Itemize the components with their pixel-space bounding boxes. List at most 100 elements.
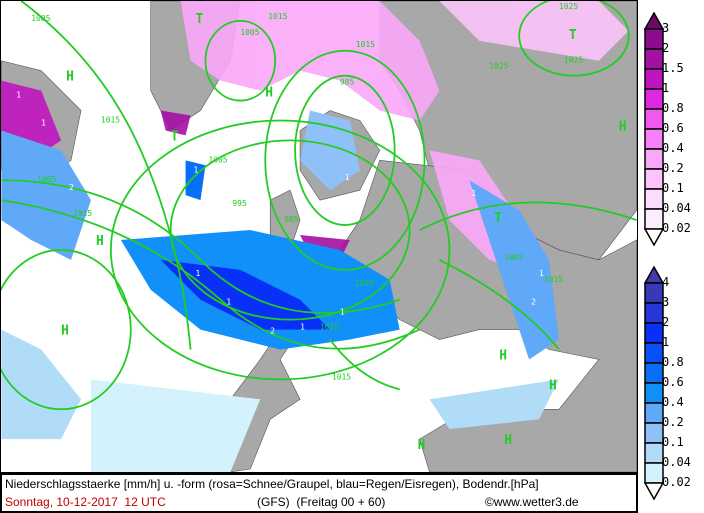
precip-label: 1 (16, 91, 21, 100)
low-pressure-label: T (494, 211, 502, 226)
high-pressure-label: H (61, 324, 69, 339)
isobar-label: 1015 (73, 209, 92, 218)
high-pressure-label: H (66, 70, 74, 85)
snow-color-legend (644, 12, 664, 246)
legend-label: 0.4 (662, 141, 684, 155)
precip-label: 1 (196, 269, 201, 278)
isobar-label: 985 (340, 78, 355, 87)
legend-swatch (644, 128, 664, 150)
isobar-label: 1015 (268, 12, 287, 21)
high-pressure-label: H (504, 433, 512, 448)
caption-title: Niederschlagsstaerke [mm/h] u. -form (ro… (5, 477, 539, 491)
legend-label: 0.8 (662, 101, 684, 115)
high-pressure-label: H (265, 86, 273, 101)
low-pressure-label: T (171, 129, 179, 144)
isobar-label: 1035 (355, 279, 374, 288)
legend-label: 2 (662, 41, 670, 55)
isobar-labels: 1005 1005 1015 1025 1025 1015 1005 995 9… (31, 2, 583, 381)
precip-label: 1 (226, 298, 231, 307)
legend-swatch (644, 462, 664, 484)
legend-swatch (644, 228, 664, 246)
isobars (1, 1, 637, 411)
legend-label: 0.1 (662, 181, 684, 195)
isobar-label: 1015 (356, 40, 375, 49)
low-pressure-label: T (569, 28, 577, 43)
rain-color-legend (644, 266, 664, 500)
isobar-label: 1005 (208, 155, 227, 164)
legend-swatch (644, 266, 664, 284)
legend-label: 0.6 (662, 375, 684, 389)
isobar-label: 1025 (559, 2, 578, 11)
legend-swatch (644, 382, 664, 404)
caption-box: Niederschlagsstaerke [mm/h] u. -form (ro… (0, 473, 638, 513)
legend-swatch (644, 322, 664, 344)
caption-date: Sonntag, 10-12-2017 12 UTC (5, 495, 166, 509)
legend-swatch (644, 48, 664, 70)
legend-label: 0.6 (662, 121, 684, 135)
legend-swatch (644, 422, 664, 444)
isobar-label: 1015 (332, 372, 351, 381)
low-pressure-label: T (196, 12, 204, 27)
pressure-centers: H H H H H H H T T T T H H (61, 12, 626, 453)
legend-swatch (644, 482, 664, 500)
legend-swatch (644, 12, 664, 30)
legend-swatch (644, 342, 664, 364)
isobar-label: 995 (232, 199, 247, 208)
legend-label: 0.04 (662, 455, 691, 469)
precip-label: 1 (340, 308, 345, 317)
legend-swatch (644, 88, 664, 110)
legend-swatch (644, 168, 664, 190)
precip-label: 1 (471, 189, 476, 198)
legend-label: 2 (662, 315, 670, 329)
legend-label: 0.4 (662, 395, 684, 409)
isobar-label: 1005 (240, 28, 259, 37)
legend-label: 3 (662, 21, 670, 35)
precip-label: 1 (539, 269, 544, 278)
precip-label: 1 (194, 165, 199, 174)
legend-label: 0.2 (662, 161, 684, 175)
high-pressure-label: H (418, 438, 426, 453)
precip-values: 1 1 2 1 1 1 2 1 1 1 1 2 1 1 (16, 91, 544, 342)
isobar-label: 1005 (31, 14, 50, 23)
legend-swatch (644, 68, 664, 90)
high-pressure-label: H (96, 234, 104, 249)
caption-copyright: ©www.wetter3.de (485, 495, 579, 509)
legend-swatch (644, 282, 664, 304)
legend-label: 0.2 (662, 415, 684, 429)
legend-label: 1 (662, 335, 670, 349)
isobar-label: 1015 (544, 275, 563, 284)
precip-label: 2 (531, 298, 536, 307)
precip-label: 1 (385, 333, 390, 342)
isobar-label: 1025 (320, 323, 339, 332)
legend-label: 0.02 (662, 475, 691, 489)
legend-swatch (644, 442, 664, 464)
caption-model: (GFS) (Freitag 00 + 60) (257, 495, 386, 509)
isobar-label: 1005 (37, 175, 56, 184)
legend-swatch (644, 302, 664, 324)
precip-label: 2 (69, 183, 74, 192)
isobar-label: 1025 (489, 62, 508, 71)
legend-swatch (644, 148, 664, 170)
legend-swatch (644, 108, 664, 130)
legend-swatch (644, 28, 664, 50)
legend-label: 0.04 (662, 201, 691, 215)
precip-label: 1 (41, 118, 46, 127)
legend-label: 0.02 (662, 221, 691, 235)
high-pressure-label: H (619, 119, 627, 134)
legend-swatch (644, 362, 664, 384)
legend-label: 4 (662, 275, 670, 289)
isobar-label: 1015 (101, 115, 120, 124)
legend-label: 0.8 (662, 355, 684, 369)
legend-swatch (644, 188, 664, 210)
legend-label: 1.5 (662, 61, 684, 75)
isobar-label: 985 (284, 215, 299, 224)
isobar-label: 1005 (504, 253, 523, 262)
legend-label: 3 (662, 295, 670, 309)
precip-label: 1 (345, 173, 350, 182)
high-pressure-label: H (499, 348, 507, 363)
precipitation-pressure-map: 1005 1005 1015 1025 1025 1015 1005 995 9… (0, 0, 638, 473)
high-pressure-label: H (549, 378, 557, 393)
legend-swatch (644, 208, 664, 230)
isobar-label: 1025 (564, 56, 583, 65)
